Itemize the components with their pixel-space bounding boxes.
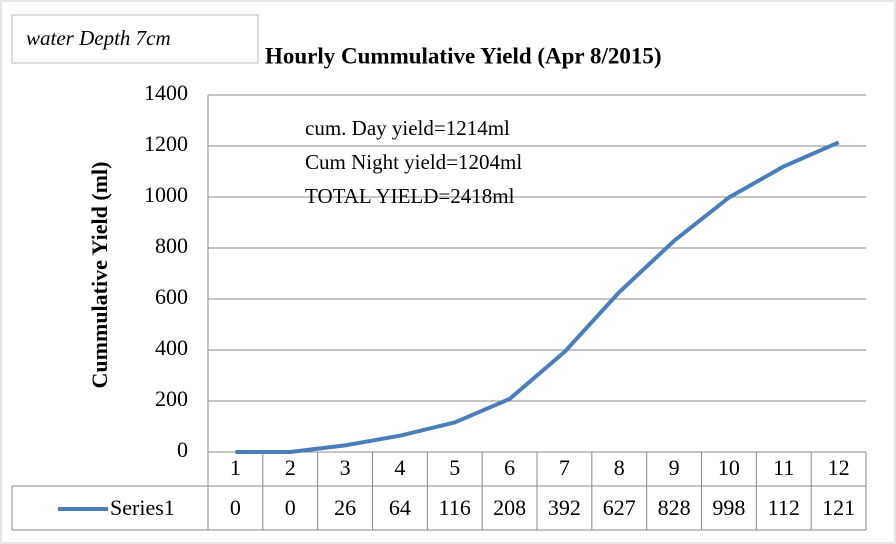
text-box xyxy=(11,14,259,64)
y-tick-label: 1400 xyxy=(144,80,188,105)
text-box-label: water Depth 7cm xyxy=(26,26,171,50)
table-value: 208 xyxy=(493,495,526,520)
table-value: 0 xyxy=(285,495,296,520)
y-tick-label: 1000 xyxy=(144,182,188,207)
x-tick-label: 8 xyxy=(614,455,625,480)
x-tick-label: 3 xyxy=(340,455,351,480)
annotation: cum. Day yield=1214ml xyxy=(305,116,510,140)
table-value: 112 xyxy=(768,495,800,520)
y-tick-label: 800 xyxy=(155,233,188,258)
x-tick-label: 10 xyxy=(718,455,740,480)
annotation: Cum Night yield=1204ml xyxy=(305,150,522,174)
table-value: 828 xyxy=(658,495,691,520)
y-tick-label: 1200 xyxy=(144,131,188,156)
x-tick-label: 1 xyxy=(230,455,241,480)
x-tick-label: 5 xyxy=(449,455,460,480)
series-line xyxy=(235,140,840,454)
y-tick-label: 200 xyxy=(155,386,188,411)
x-tick-label: 11 xyxy=(773,455,794,480)
x-tick-label: 2 xyxy=(285,455,296,480)
table-value: 627 xyxy=(603,495,636,520)
x-tick-label: 12 xyxy=(828,455,850,480)
legend-label: Series1 xyxy=(110,495,175,520)
table-value: 0 xyxy=(230,495,241,520)
table-value: 998 xyxy=(712,495,745,520)
annotation: TOTAL YIELD=2418ml xyxy=(305,184,515,208)
x-tick-label: 7 xyxy=(559,455,570,480)
x-tick-label: 9 xyxy=(669,455,680,480)
table-value: 64 xyxy=(389,495,411,520)
y-tick-label: 400 xyxy=(155,335,188,360)
table-value: 26 xyxy=(334,495,356,520)
chart-title: Hourly Cummulative Yield (Apr 8/2015) xyxy=(265,43,662,68)
y-axis-label: Cummulative Yield (ml) xyxy=(87,162,112,389)
table-value: 392 xyxy=(548,495,581,520)
x-tick-label: 4 xyxy=(394,455,405,480)
y-tick-label: 600 xyxy=(155,284,188,309)
x-tick-label: 6 xyxy=(504,455,515,480)
table-value: 121 xyxy=(822,495,855,520)
table-value: 116 xyxy=(439,495,471,520)
y-tick-label: 0 xyxy=(177,437,188,462)
